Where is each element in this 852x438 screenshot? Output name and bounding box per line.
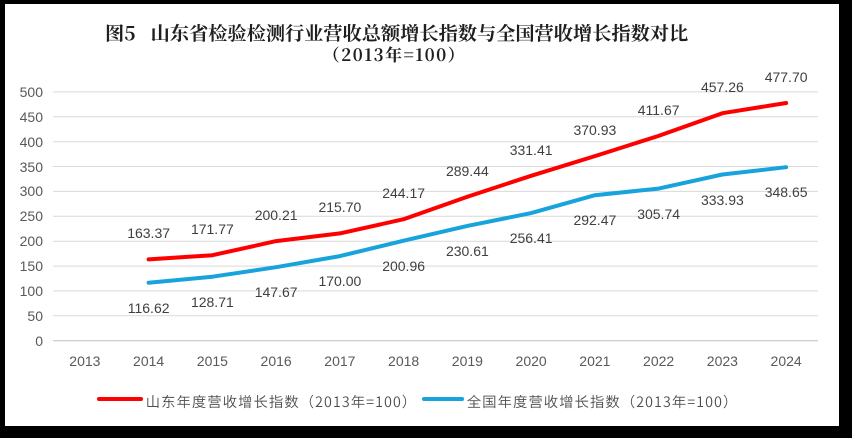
data-label: 370.93 <box>573 122 617 139</box>
x-tick-label: 2017 <box>324 353 356 369</box>
title-part-figno <box>106 24 135 42</box>
data-label: 289.44 <box>445 162 489 179</box>
legend-label-1-glyphs <box>147 394 407 409</box>
y-tick-label: 50 <box>27 307 43 324</box>
data-label: 348.65 <box>764 184 808 201</box>
data-label: 116.62 <box>127 299 170 316</box>
y-tick-label: 350 <box>19 158 43 175</box>
x-tick-label: 2020 <box>515 353 547 369</box>
chart-title-glyphs <box>106 23 688 63</box>
x-tick-label: 2022 <box>643 353 675 369</box>
data-label: 171.77 <box>190 221 234 238</box>
data-label: 292.47 <box>573 212 617 229</box>
legend-swatch-national <box>421 397 464 401</box>
title-part-main <box>151 23 688 43</box>
data-label: 230.61 <box>445 242 489 259</box>
data-label: 170.00 <box>318 273 362 290</box>
data-label: 411.67 <box>637 101 680 118</box>
y-tick-label: 250 <box>19 208 43 225</box>
y-tick-label: 500 <box>19 83 43 100</box>
y-tick-label: 0 <box>35 332 43 349</box>
data-label: 200.21 <box>254 207 298 224</box>
x-tick-label: 2019 <box>451 353 483 369</box>
y-tick-label: 100 <box>19 282 43 299</box>
data-label: 457.26 <box>700 79 744 96</box>
x-tick-label: 2015 <box>196 353 228 369</box>
data-label: 147.67 <box>254 284 298 301</box>
data-label: 331.41 <box>509 141 553 158</box>
data-label: 200.96 <box>382 257 426 274</box>
legend-label-2-glyphs <box>467 394 728 409</box>
data-label: 477.70 <box>764 68 808 85</box>
legend-swatch-shandong <box>97 397 143 401</box>
data-label: 244.17 <box>382 185 426 202</box>
y-tick-label: 200 <box>19 233 43 250</box>
y-tick-label: 150 <box>19 258 43 275</box>
y-tick-label: 300 <box>19 183 43 200</box>
data-label: 163.37 <box>127 225 171 242</box>
x-tick-label: 2013 <box>69 353 101 369</box>
y-tick-label: 400 <box>19 133 43 150</box>
data-label: 256.41 <box>509 230 553 247</box>
x-tick-label: 2018 <box>388 353 420 369</box>
x-tick-label: 2014 <box>133 353 165 369</box>
x-tick-label: 2024 <box>770 353 802 369</box>
data-label: 128.71 <box>190 293 234 310</box>
title-part-subtitle <box>333 46 454 63</box>
data-label: 333.93 <box>700 191 744 208</box>
data-label: 305.74 <box>637 205 681 222</box>
y-tick-label: 450 <box>19 108 43 125</box>
x-tick-label: 2023 <box>706 353 738 369</box>
data-label: 215.70 <box>318 199 362 216</box>
x-tick-label: 2021 <box>579 353 611 369</box>
x-tick-label: 2016 <box>260 353 292 369</box>
